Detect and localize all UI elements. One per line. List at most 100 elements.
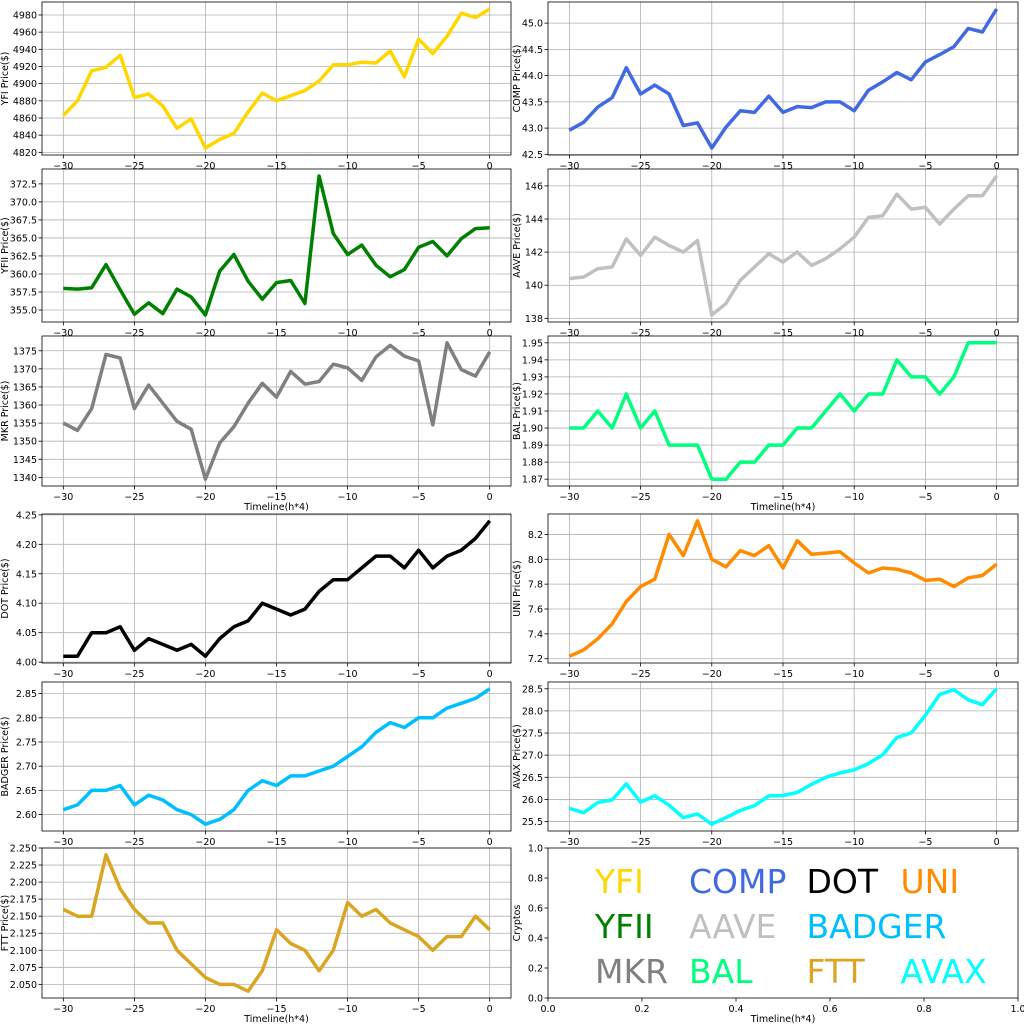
y-tick-label: 27.5 (522, 729, 543, 740)
x-tick-label: −20 (195, 161, 215, 172)
y-tick-label: 4820 (13, 148, 37, 159)
x-axis-label: Timeline(h*4) (750, 502, 816, 513)
x-tick-label: −25 (631, 669, 651, 680)
y-tick-label: 355.0 (10, 306, 37, 317)
subplot-aave: −30 −25 −20 −15 −10 −5 0 138 140 142 144 146 AAVE Pr… (512, 168, 1019, 339)
y-tick-label: 4.20 (16, 540, 37, 551)
y-tick-label: 0.6 (528, 904, 543, 915)
y-axis-label: UNI Price($) (512, 560, 523, 617)
axes-frame (41, 847, 512, 999)
x-tick-label: 0 (994, 837, 1000, 848)
x-tick-label: −30 (53, 669, 73, 680)
x-tick-label: −10 (844, 328, 864, 339)
x-tick-label: −25 (124, 669, 144, 680)
series-line-comp (568, 8, 999, 150)
y-tick-label: 1370 (13, 364, 37, 375)
x-tick-label: −15 (266, 328, 286, 339)
x-tick-label: −30 (559, 669, 579, 680)
x-axis-label: Timeline(h*4) (243, 502, 309, 513)
y-tick-label: 1.91 (522, 407, 543, 418)
y-tick-label: 2.125 (10, 929, 37, 940)
x-tick-label: −10 (338, 161, 358, 172)
x-tick-label: 0 (994, 161, 1000, 172)
y-tick-label: 4.25 (16, 510, 37, 521)
subplot-uni: −30 −25 −20 −15 −10 −5 0 7.2 7.4 7.6 7.8 8.0 8.2 UNI … (512, 513, 1019, 680)
subplot-bal: −30 −25 −20 −15 −10 −5 0 1.87 1.88 1.89 1.90 1.91 1.… (512, 335, 1019, 513)
y-tick-label: 142 (525, 248, 543, 259)
subplot-badger: −30 −25 −20 −15 −10 −5 0 2.60 2.65 2.70 2.75 2.80 2.… (0, 681, 512, 848)
x-axis-label: Timeline(h*4) (243, 1014, 309, 1024)
subplot-cryptos: 0.0 0.2 0.4 0.6 0.8 1.0 0.0 0.2 0.4 0.6 0.8 1.0 YFI C… (512, 844, 1024, 1024)
y-axis-label: BAL Price($) (512, 382, 523, 440)
y-tick-label: 28.0 (522, 706, 543, 717)
x-tick-label: −10 (338, 669, 358, 680)
x-tick-label: −15 (266, 161, 286, 172)
legend-label-comp: COMP (689, 862, 786, 901)
legend-label-bal: BAL (689, 952, 753, 991)
legend-label-aave: AAVE (689, 907, 776, 946)
y-tick-label: 1345 (13, 455, 37, 466)
x-tick-label: 0 (487, 1004, 493, 1015)
axes-frame (547, 513, 1019, 664)
x-tick-label: 0.6 (822, 1004, 837, 1015)
y-tick-label: 8.0 (528, 555, 543, 566)
y-tick-label: 4.10 (16, 599, 37, 610)
x-tick-label: −10 (844, 492, 864, 503)
y-tick-label: 2.225 (10, 861, 37, 872)
y-tick-label: 43.5 (522, 97, 543, 108)
y-tick-label: 1.87 (522, 475, 543, 486)
axes-frame (41, 513, 512, 664)
x-tick-label: −20 (702, 837, 722, 848)
y-tick-label: 2.150 (10, 912, 37, 923)
x-tick-label: −20 (195, 492, 215, 503)
y-tick-label: 4840 (13, 131, 37, 142)
y-tick-label: 140 (525, 281, 543, 292)
x-tick-label: −5 (918, 492, 932, 503)
x-tick-label: −5 (412, 1004, 426, 1015)
legend-label-mkr: MKR (595, 952, 668, 991)
x-tick-label: −15 (266, 492, 286, 503)
x-tick-label: 0.2 (634, 1004, 649, 1015)
y-tick-label: 1.95 (522, 338, 543, 349)
y-tick-label: 7.8 (528, 580, 543, 591)
y-tick-label: 0.0 (528, 994, 543, 1005)
x-tick-label: −10 (338, 492, 358, 503)
y-tick-label: 8.2 (528, 530, 543, 541)
y-tick-label: 4980 (13, 10, 37, 21)
y-tick-label: 2.200 (10, 878, 37, 889)
series-line-avax (568, 687, 998, 826)
x-tick-label: −5 (412, 161, 426, 172)
y-tick-label: 1.0 (528, 844, 543, 855)
x-tick-label: −25 (124, 1004, 144, 1015)
x-tick-label: −20 (195, 1004, 215, 1015)
x-tick-label: −5 (412, 837, 426, 848)
y-tick-label: 4.05 (16, 628, 37, 639)
y-tick-label: 44.0 (522, 71, 543, 82)
x-tick-label: −5 (918, 669, 932, 680)
x-tick-label: −5 (412, 669, 426, 680)
y-tick-label: 1340 (13, 473, 37, 484)
subplot-avax: −30 −25 −20 −15 −10 −5 0 25.5 26.0 26.5 27.0 27.5 28… (512, 681, 1019, 848)
y-tick-label: 144 (525, 215, 543, 226)
axes-frame (547, 168, 1019, 323)
legend-label-badger: BADGER (807, 907, 947, 946)
x-tick-label: −20 (702, 492, 722, 503)
subplot-yfi: −30 −25 −20 −15 −10 −5 0 4820 4840 4860 4880 4900 49… (0, 1, 512, 172)
y-tick-label: 1.93 (522, 372, 543, 383)
y-tick-label: 1365 (13, 382, 37, 393)
x-tick-label: 0 (487, 669, 493, 680)
subplot-mkr: −30 −25 −20 −15 −10 −5 0 1340 1345 1350 1355 1360 13… (0, 335, 512, 513)
x-tick-label: 0.0 (540, 1004, 555, 1015)
y-tick-label: 7.4 (528, 629, 543, 640)
y-tick-label: 367.5 (10, 215, 37, 226)
series-line-bal (569, 341, 997, 481)
x-tick-label: −25 (631, 161, 651, 172)
x-tick-label: −15 (773, 492, 793, 503)
y-tick-label: 2.85 (16, 689, 37, 700)
x-tick-label: 0 (487, 837, 493, 848)
y-tick-label: 0.8 (528, 874, 543, 885)
y-tick-label: 27.0 (522, 751, 543, 762)
y-tick-label: 362.5 (10, 251, 37, 262)
x-tick-label: −25 (631, 492, 651, 503)
